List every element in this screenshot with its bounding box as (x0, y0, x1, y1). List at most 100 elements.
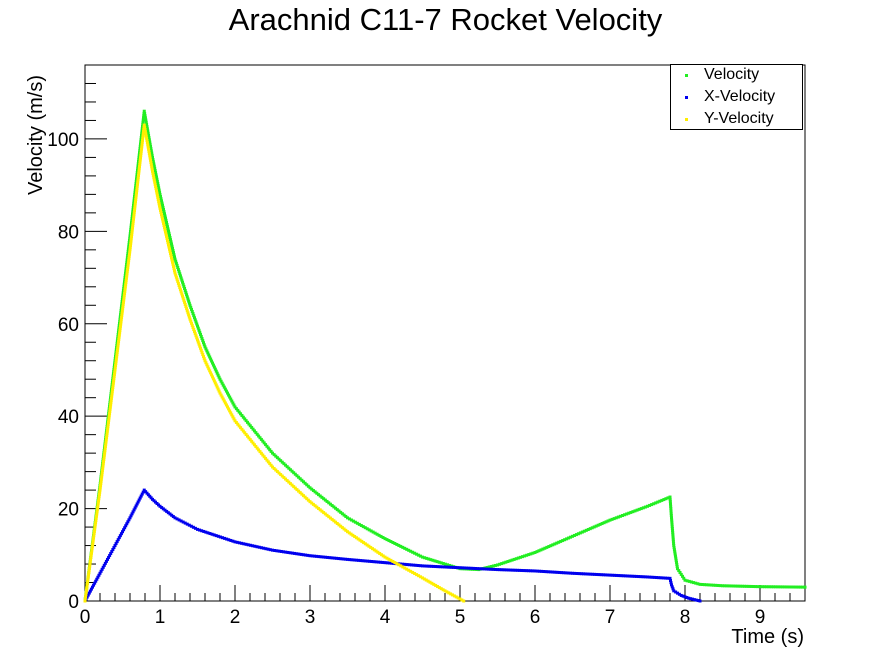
data-point-y-velocity (166, 241, 170, 245)
data-point-velocity (801, 585, 805, 589)
data-point-x-velocity (687, 596, 691, 600)
data-point-x-velocity (482, 567, 486, 571)
data-point-velocity (246, 420, 249, 424)
data-point-x-velocity (427, 564, 431, 568)
data-point-y-velocity (97, 499, 101, 503)
data-point-x-velocity (674, 590, 678, 594)
data-point-y-velocity (102, 458, 106, 462)
data-point-velocity (215, 371, 219, 375)
data-point-velocity (124, 265, 128, 269)
data-point-y-velocity (129, 239, 133, 243)
data-point-x-velocity (359, 559, 363, 563)
data-point-y-velocity (264, 456, 268, 460)
data-point-y-velocity (140, 147, 143, 151)
data-point-velocity (672, 546, 676, 550)
data-point-y-velocity (378, 551, 382, 555)
data-point-x-velocity (376, 560, 380, 564)
data-point-x-velocity (323, 555, 327, 559)
data-point-y-velocity (164, 230, 167, 234)
data-point-velocity (531, 551, 535, 555)
data-point-x-velocity (181, 520, 185, 524)
data-point-x-velocity (412, 563, 416, 567)
data-point-x-velocity (418, 564, 422, 568)
data-point-x-velocity (646, 575, 649, 579)
data-point-y-velocity (212, 379, 216, 383)
data-point-velocity (725, 584, 729, 588)
data-point-velocity (125, 262, 129, 266)
data-point-velocity (763, 585, 766, 589)
data-point-y-velocity (308, 500, 312, 504)
data-point-y-velocity (159, 211, 163, 215)
data-point-y-velocity (313, 504, 317, 508)
data-point-y-velocity (222, 399, 226, 403)
data-point-velocity (152, 162, 156, 166)
data-point-velocity (567, 536, 571, 540)
data-point-x-velocity (562, 571, 566, 575)
data-point-x-velocity (348, 558, 352, 562)
data-point-velocity (191, 312, 195, 316)
data-point-y-velocity (449, 592, 453, 596)
data-point-velocity (516, 556, 520, 560)
data-point-y-velocity (123, 289, 127, 293)
data-point-velocity (158, 190, 162, 194)
data-point-velocity (230, 399, 234, 403)
data-point-velocity (639, 507, 643, 511)
y-tick-label: 0 (68, 592, 79, 613)
data-point-velocity (506, 559, 510, 563)
data-point-y-velocity (134, 200, 137, 204)
data-point-y-velocity (150, 167, 154, 171)
data-point-velocity (555, 541, 559, 545)
data-point-y-velocity (129, 237, 133, 241)
data-point-velocity (574, 533, 578, 537)
data-point-velocity (377, 533, 381, 537)
data-point-x-velocity (145, 491, 149, 495)
data-point-velocity (627, 511, 631, 515)
data-point-x-velocity (511, 568, 515, 572)
data-point-y-velocity (221, 397, 225, 401)
data-point-x-velocity (89, 587, 93, 591)
data-point-velocity (164, 218, 168, 222)
data-point-velocity (425, 556, 429, 560)
data-point-y-velocity (99, 479, 103, 483)
data-point-velocity (643, 505, 647, 509)
data-point-velocity (303, 481, 307, 485)
data-point-y-velocity (114, 361, 118, 365)
data-point-x-velocity (301, 553, 305, 557)
data-point-x-velocity (445, 565, 449, 569)
data-point-x-velocity (553, 570, 557, 574)
data-point-velocity (399, 544, 403, 548)
data-point-y-velocity (145, 138, 149, 142)
data-point-velocity (327, 501, 331, 505)
data-point-y-velocity (154, 187, 158, 191)
data-point-y-velocity (322, 511, 326, 515)
data-point-velocity (332, 505, 336, 509)
data-point-y-velocity (177, 284, 181, 288)
data-point-velocity (143, 111, 147, 115)
data-point-y-velocity (121, 302, 125, 306)
data-point-y-velocity (219, 393, 223, 397)
data-point-y-velocity (262, 455, 266, 459)
data-point-y-velocity (271, 465, 274, 469)
data-point-x-velocity (223, 536, 227, 540)
data-point-x-velocity (657, 576, 661, 580)
data-point-velocity (543, 546, 547, 550)
data-point-y-velocity (216, 387, 220, 391)
data-point-y-velocity (360, 539, 364, 543)
data-point-velocity (193, 316, 196, 320)
data-point-y-velocity (277, 471, 281, 475)
data-point-y-velocity (211, 377, 215, 381)
data-point-y-velocity (125, 270, 129, 274)
data-point-velocity (157, 188, 161, 192)
data-point-x-velocity (109, 551, 113, 555)
data-point-velocity (255, 432, 259, 436)
data-point-x-velocity (582, 572, 586, 576)
data-point-x-velocity (115, 540, 119, 544)
data-point-velocity (498, 562, 502, 566)
data-point-y-velocity (142, 123, 146, 127)
data-point-x-velocity (502, 568, 506, 572)
data-point-x-velocity (126, 520, 130, 524)
data-point-x-velocity (160, 506, 164, 510)
data-point-x-velocity (383, 561, 387, 565)
data-point-velocity (578, 531, 582, 535)
